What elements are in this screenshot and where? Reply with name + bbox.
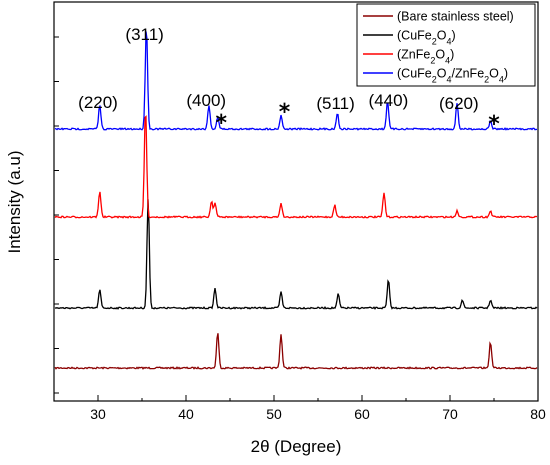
- peak-label: (620): [439, 94, 479, 113]
- peak-label: (311): [125, 25, 163, 44]
- peak-label: (400): [186, 91, 226, 110]
- series-line-1: [54, 333, 538, 370]
- series-layer: [54, 31, 538, 370]
- series-line-2: [54, 199, 538, 310]
- y-axis-title: Intensity (a.u): [5, 151, 24, 254]
- x-tick-label: 40: [178, 406, 194, 422]
- star-marker: *: [215, 111, 227, 136]
- legend-entry: (CuFe2O4): [397, 29, 456, 47]
- series-line-4: [54, 31, 538, 131]
- x-tick-label: 50: [266, 406, 282, 422]
- y-axis: [54, 36, 59, 394]
- legend-entry: (CuFe2O4/ZnFe2O4): [397, 67, 508, 85]
- series-line-3: [54, 115, 538, 219]
- star-marker: *: [279, 100, 291, 125]
- star-marker: *: [488, 112, 500, 137]
- x-tick-label: 70: [442, 406, 458, 422]
- peak-label: (440): [369, 91, 409, 110]
- peak-label: (220): [78, 93, 118, 112]
- x-axis-title: 2θ (Degree): [251, 437, 342, 456]
- legend: (Bare stainless steel) (CuFe2O4)(ZnFe2O4)…: [356, 3, 536, 87]
- annotations-layer: (220) (311) (400) (511) (440) (620) * * *: [78, 25, 500, 137]
- x-axis: 30 40 50 60 70 80: [53, 395, 546, 422]
- legend-entry: (Bare stainless steel): [397, 10, 514, 24]
- peak-label: (511): [316, 94, 354, 113]
- x-tick-label: 60: [354, 406, 370, 422]
- x-tick-label: 80: [530, 406, 546, 422]
- legend-entry: (ZnFe2O4): [397, 48, 454, 66]
- x-tick-label: 30: [90, 406, 106, 422]
